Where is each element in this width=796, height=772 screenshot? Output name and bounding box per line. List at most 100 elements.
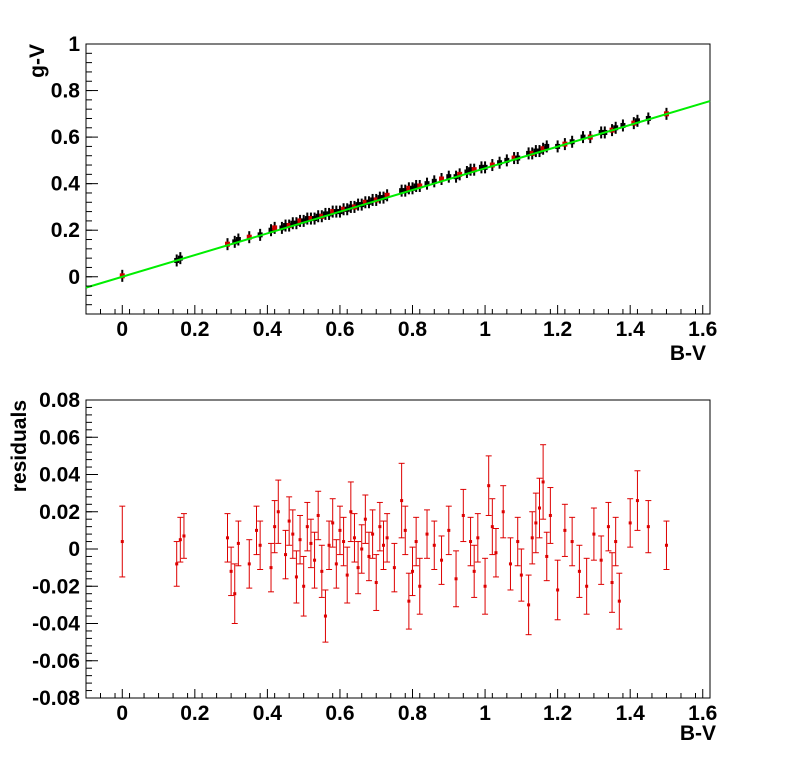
fit-data-point	[308, 216, 314, 222]
residuals-y-ticks: -0.08 -0.06 -0.04 -0.02 0 0.02 0.04 0.06 0.08	[32, 389, 98, 710]
residual-data-point	[461, 513, 465, 517]
residual-data-point	[548, 513, 552, 517]
fit-data-point	[279, 225, 285, 231]
residual-data-point	[610, 581, 614, 585]
residual-data-point	[378, 525, 382, 529]
fit-data-point	[297, 218, 303, 224]
residual-data-point	[407, 599, 411, 603]
residual-data-point	[425, 532, 429, 536]
residual-data-point	[305, 525, 309, 529]
residual-data-point	[291, 532, 295, 536]
fit-data-point	[406, 185, 412, 191]
fit-x-tick-label: 0	[116, 318, 128, 341]
residual-data-point	[175, 562, 179, 566]
residuals-y-tick-label: -0.02	[32, 575, 80, 598]
residuals-x-tick-label: 0.2	[180, 702, 209, 725]
fit-data-point	[533, 148, 539, 154]
residual-data-point	[483, 584, 487, 588]
residual-data-point	[374, 581, 378, 585]
fit-line-group	[85, 100, 711, 289]
fit-data-point	[232, 239, 238, 245]
fit-data-point	[431, 178, 437, 184]
fit-data-points	[119, 107, 669, 282]
residual-data-point	[476, 536, 480, 540]
residual-data-point	[570, 540, 574, 544]
fit-y-ticks: 0 0.2 0.4 0.6 0.8 1	[51, 33, 98, 315]
fit-data-point	[544, 143, 550, 149]
residual-data-point	[334, 562, 338, 566]
residual-data-point	[487, 484, 491, 488]
residual-data-point	[530, 536, 534, 540]
residuals-x-tick-label: 1.6	[688, 702, 717, 725]
residual-data-point	[519, 573, 523, 577]
fit-data-point	[634, 118, 640, 124]
residuals-x-tick-label: 1	[479, 702, 491, 725]
residual-data-point	[363, 517, 367, 521]
fit-data-point	[446, 174, 452, 180]
fit-x-tick-label: 0.8	[398, 318, 428, 341]
residual-data-point	[494, 551, 498, 555]
residuals-y-tick-label: 0.02	[39, 501, 80, 524]
fit-data-point	[293, 220, 299, 226]
residuals-x-ticks: 0 0.2 0.4 0.6 0.8 1 1.2 1.4 1.6	[85, 689, 717, 725]
residual-data-point	[469, 540, 473, 544]
residual-data-point	[577, 569, 581, 573]
residual-data-point	[284, 553, 288, 557]
fit-data-point	[439, 176, 445, 182]
fit-data-point	[471, 167, 477, 173]
residual-data-point	[352, 536, 356, 540]
residual-data-point	[508, 562, 512, 566]
residual-data-point	[302, 584, 306, 588]
residual-data-point	[331, 521, 335, 525]
fit-y-tick-label: 0.2	[51, 219, 80, 242]
residual-data-point	[356, 566, 360, 570]
residual-data-point	[646, 525, 650, 529]
fit-data-point	[511, 155, 517, 161]
residual-data-point	[371, 532, 375, 536]
residuals-x-tick-label: 0.8	[398, 702, 428, 725]
residual-data-point	[563, 528, 567, 532]
residual-data-point	[360, 547, 364, 551]
fit-data-point	[464, 169, 470, 175]
fit-data-point	[355, 202, 361, 208]
fit-data-point	[402, 188, 408, 194]
fit-panel: 0 0.2 0.4 0.6 0.8 1 1.2 1.4 1.6 0 0.2 0.4 0.6 0.8 1 B…	[26, 33, 717, 365]
residual-data-point	[258, 543, 262, 547]
fit-line	[85, 100, 711, 289]
residual-data-point	[345, 573, 349, 577]
residuals-x-tick-label: 0.6	[325, 702, 354, 725]
residual-data-point	[440, 558, 444, 562]
fit-data-point	[540, 146, 546, 152]
residual-data-point	[349, 510, 353, 514]
residual-data-point	[255, 528, 259, 532]
fit-data-point	[489, 162, 495, 168]
residuals-y-tick-label: 0.04	[39, 464, 80, 487]
fit-x-tick-label: 0.6	[325, 318, 354, 341]
fit-data-point	[424, 181, 430, 187]
fit-x-tick-label: 0.4	[253, 318, 283, 341]
residual-data-point	[233, 592, 237, 596]
residual-data-point	[592, 532, 596, 536]
residual-data-point	[294, 575, 298, 579]
residual-data-point	[541, 480, 545, 484]
residual-data-point	[556, 588, 560, 592]
residual-data-point	[225, 536, 229, 540]
fit-data-point	[413, 183, 419, 189]
residual-data-point	[309, 541, 313, 545]
residual-data-point	[287, 519, 291, 523]
residual-data-point	[400, 499, 404, 503]
residual-data-point	[418, 584, 422, 588]
residual-data-point	[585, 584, 589, 588]
residual-data-point	[320, 569, 324, 573]
fit-data-point	[377, 195, 383, 201]
residuals-y-tick-label: -0.08	[32, 687, 80, 710]
residual-data-point	[472, 569, 476, 573]
fit-data-point	[290, 220, 296, 226]
residual-data-point	[545, 554, 549, 558]
residual-data-point	[599, 558, 603, 562]
residual-data-point	[236, 541, 240, 545]
fit-data-point	[272, 225, 278, 231]
fit-y-tick-label: 1	[68, 33, 80, 56]
residual-data-point	[527, 603, 531, 607]
